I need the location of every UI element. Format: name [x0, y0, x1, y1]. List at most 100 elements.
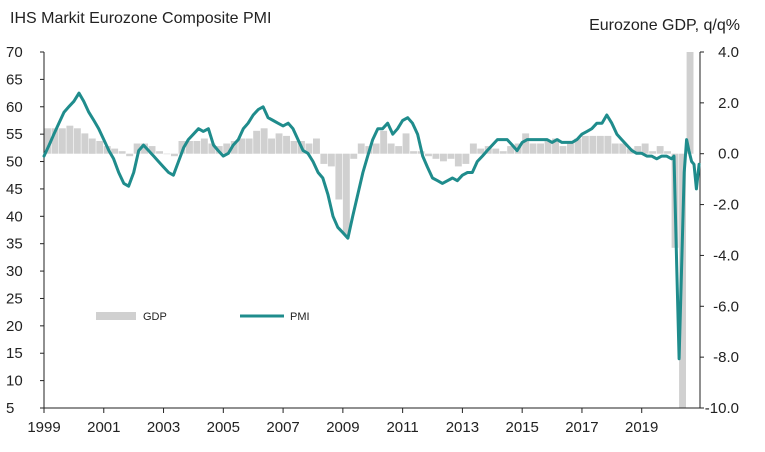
gdp-bar — [440, 153, 447, 162]
gdp-bar — [186, 141, 193, 154]
gdp-bar — [208, 143, 216, 154]
x-tick-label: 2009 — [326, 419, 359, 436]
x-tick-label: 2019 — [625, 419, 658, 436]
x-tick-label: 2011 — [386, 419, 418, 436]
legend-gdp-label: GDP — [143, 311, 167, 323]
gdp-bar — [96, 141, 104, 154]
legend-pmi-label: PMI — [290, 311, 310, 323]
pmi-line — [42, 91, 701, 361]
gdp-bar — [664, 151, 671, 154]
gdp-bar — [425, 153, 432, 157]
left-tick-label: 15 — [6, 345, 23, 362]
x-tick-label: 2013 — [446, 419, 479, 436]
left-tick-label: 55 — [6, 126, 23, 143]
gdp-bar — [66, 125, 74, 154]
axes — [40, 51, 704, 413]
legend: GDP PMI — [96, 311, 310, 323]
gdp-bar — [634, 146, 642, 154]
left-tick-label: 50 — [6, 154, 23, 171]
gdp-bar — [141, 143, 148, 154]
gdp-bar — [290, 141, 298, 154]
gdp-bar — [118, 151, 126, 154]
gdp-bar — [81, 133, 89, 154]
gdp-bar — [380, 130, 388, 154]
gdp-bar — [447, 153, 455, 159]
x-tick-label: 2015 — [506, 419, 539, 436]
x-tick-label: 2005 — [207, 419, 240, 436]
left-tick-label: 30 — [6, 263, 23, 280]
left-tick-label: 10 — [6, 373, 23, 390]
gdp-bar — [567, 143, 574, 154]
gdp-bar — [327, 153, 335, 167]
gdp-bar — [686, 52, 694, 154]
gdp-bar — [402, 133, 410, 154]
gdp-bar — [454, 153, 462, 167]
gdp-bar — [193, 141, 201, 154]
gdp-bar — [522, 133, 530, 154]
x-tick-label: 2001 — [87, 419, 120, 436]
gdp-bar — [559, 146, 567, 154]
gdp-bar — [469, 143, 477, 154]
gdp-bar — [395, 146, 403, 154]
gdp-bar — [529, 143, 537, 154]
gdp-bar — [230, 141, 238, 154]
tick-labels: 7065605550454035302520151054.02.00.0-2.0… — [6, 44, 739, 436]
right-tick-label: 4.0 — [718, 44, 739, 61]
gdp-bar — [88, 138, 96, 154]
left-tick-label: 5 — [6, 400, 14, 417]
right-tick-label: -2.0 — [713, 197, 739, 214]
gdp-bar — [148, 146, 156, 154]
gdp-bar — [111, 148, 119, 154]
gdp-bar — [641, 143, 649, 154]
gdp-bar — [387, 143, 395, 154]
left-tick-label: 20 — [6, 318, 23, 335]
gdp-bar — [44, 128, 51, 154]
gdp-bar — [335, 153, 343, 200]
gdp-bar — [58, 128, 66, 154]
x-tick-label: 2007 — [266, 419, 299, 436]
gdp-bar — [581, 135, 589, 154]
gdp-bar — [574, 138, 582, 154]
right-tick-label: -6.0 — [713, 298, 739, 315]
gdp-bar — [156, 151, 163, 154]
gdp-bar — [178, 141, 186, 154]
gdp-bar — [649, 151, 657, 154]
gdp-bar — [171, 153, 178, 157]
left-tick-label: 70 — [6, 44, 23, 61]
gdp-bar — [350, 153, 358, 159]
left-tick-label: 35 — [6, 236, 23, 253]
right-tick-label: -4.0 — [713, 247, 739, 264]
gdp-bar — [51, 128, 59, 154]
x-tick-label: 2017 — [565, 419, 598, 436]
gdp-bar — [126, 153, 134, 157]
chart-title-left: IHS Markit Eurozone Composite PMI — [10, 10, 271, 27]
gdp-bar — [656, 146, 664, 154]
gdp-bar — [283, 135, 290, 154]
right-tick-label: -8.0 — [713, 349, 739, 366]
pmi-line-group — [42, 91, 701, 361]
left-tick-label: 45 — [6, 181, 23, 198]
gdp-bar — [253, 130, 261, 154]
gdp-bar — [589, 135, 597, 154]
gdp-bar — [133, 143, 141, 154]
gdp-bar — [357, 143, 365, 154]
gdp-bar — [223, 143, 231, 154]
gdp-bar — [260, 128, 268, 154]
gdp-bar — [611, 143, 619, 154]
gdp-bar — [305, 143, 313, 154]
gdp-bar — [313, 138, 320, 154]
gdp-bar — [275, 133, 283, 154]
left-tick-label: 25 — [6, 291, 23, 308]
gdp-bar — [544, 141, 552, 154]
gdp-bar — [320, 153, 328, 164]
gdp-bar — [499, 151, 507, 154]
right-tick-label: 0.0 — [718, 146, 739, 163]
left-tick-label: 65 — [6, 71, 23, 88]
left-tick-label: 60 — [6, 99, 23, 116]
x-tick-label: 2003 — [147, 419, 180, 436]
gdp-bar — [619, 143, 627, 154]
x-tick-label: 1999 — [27, 419, 60, 436]
right-tick-label: 2.0 — [718, 95, 739, 112]
